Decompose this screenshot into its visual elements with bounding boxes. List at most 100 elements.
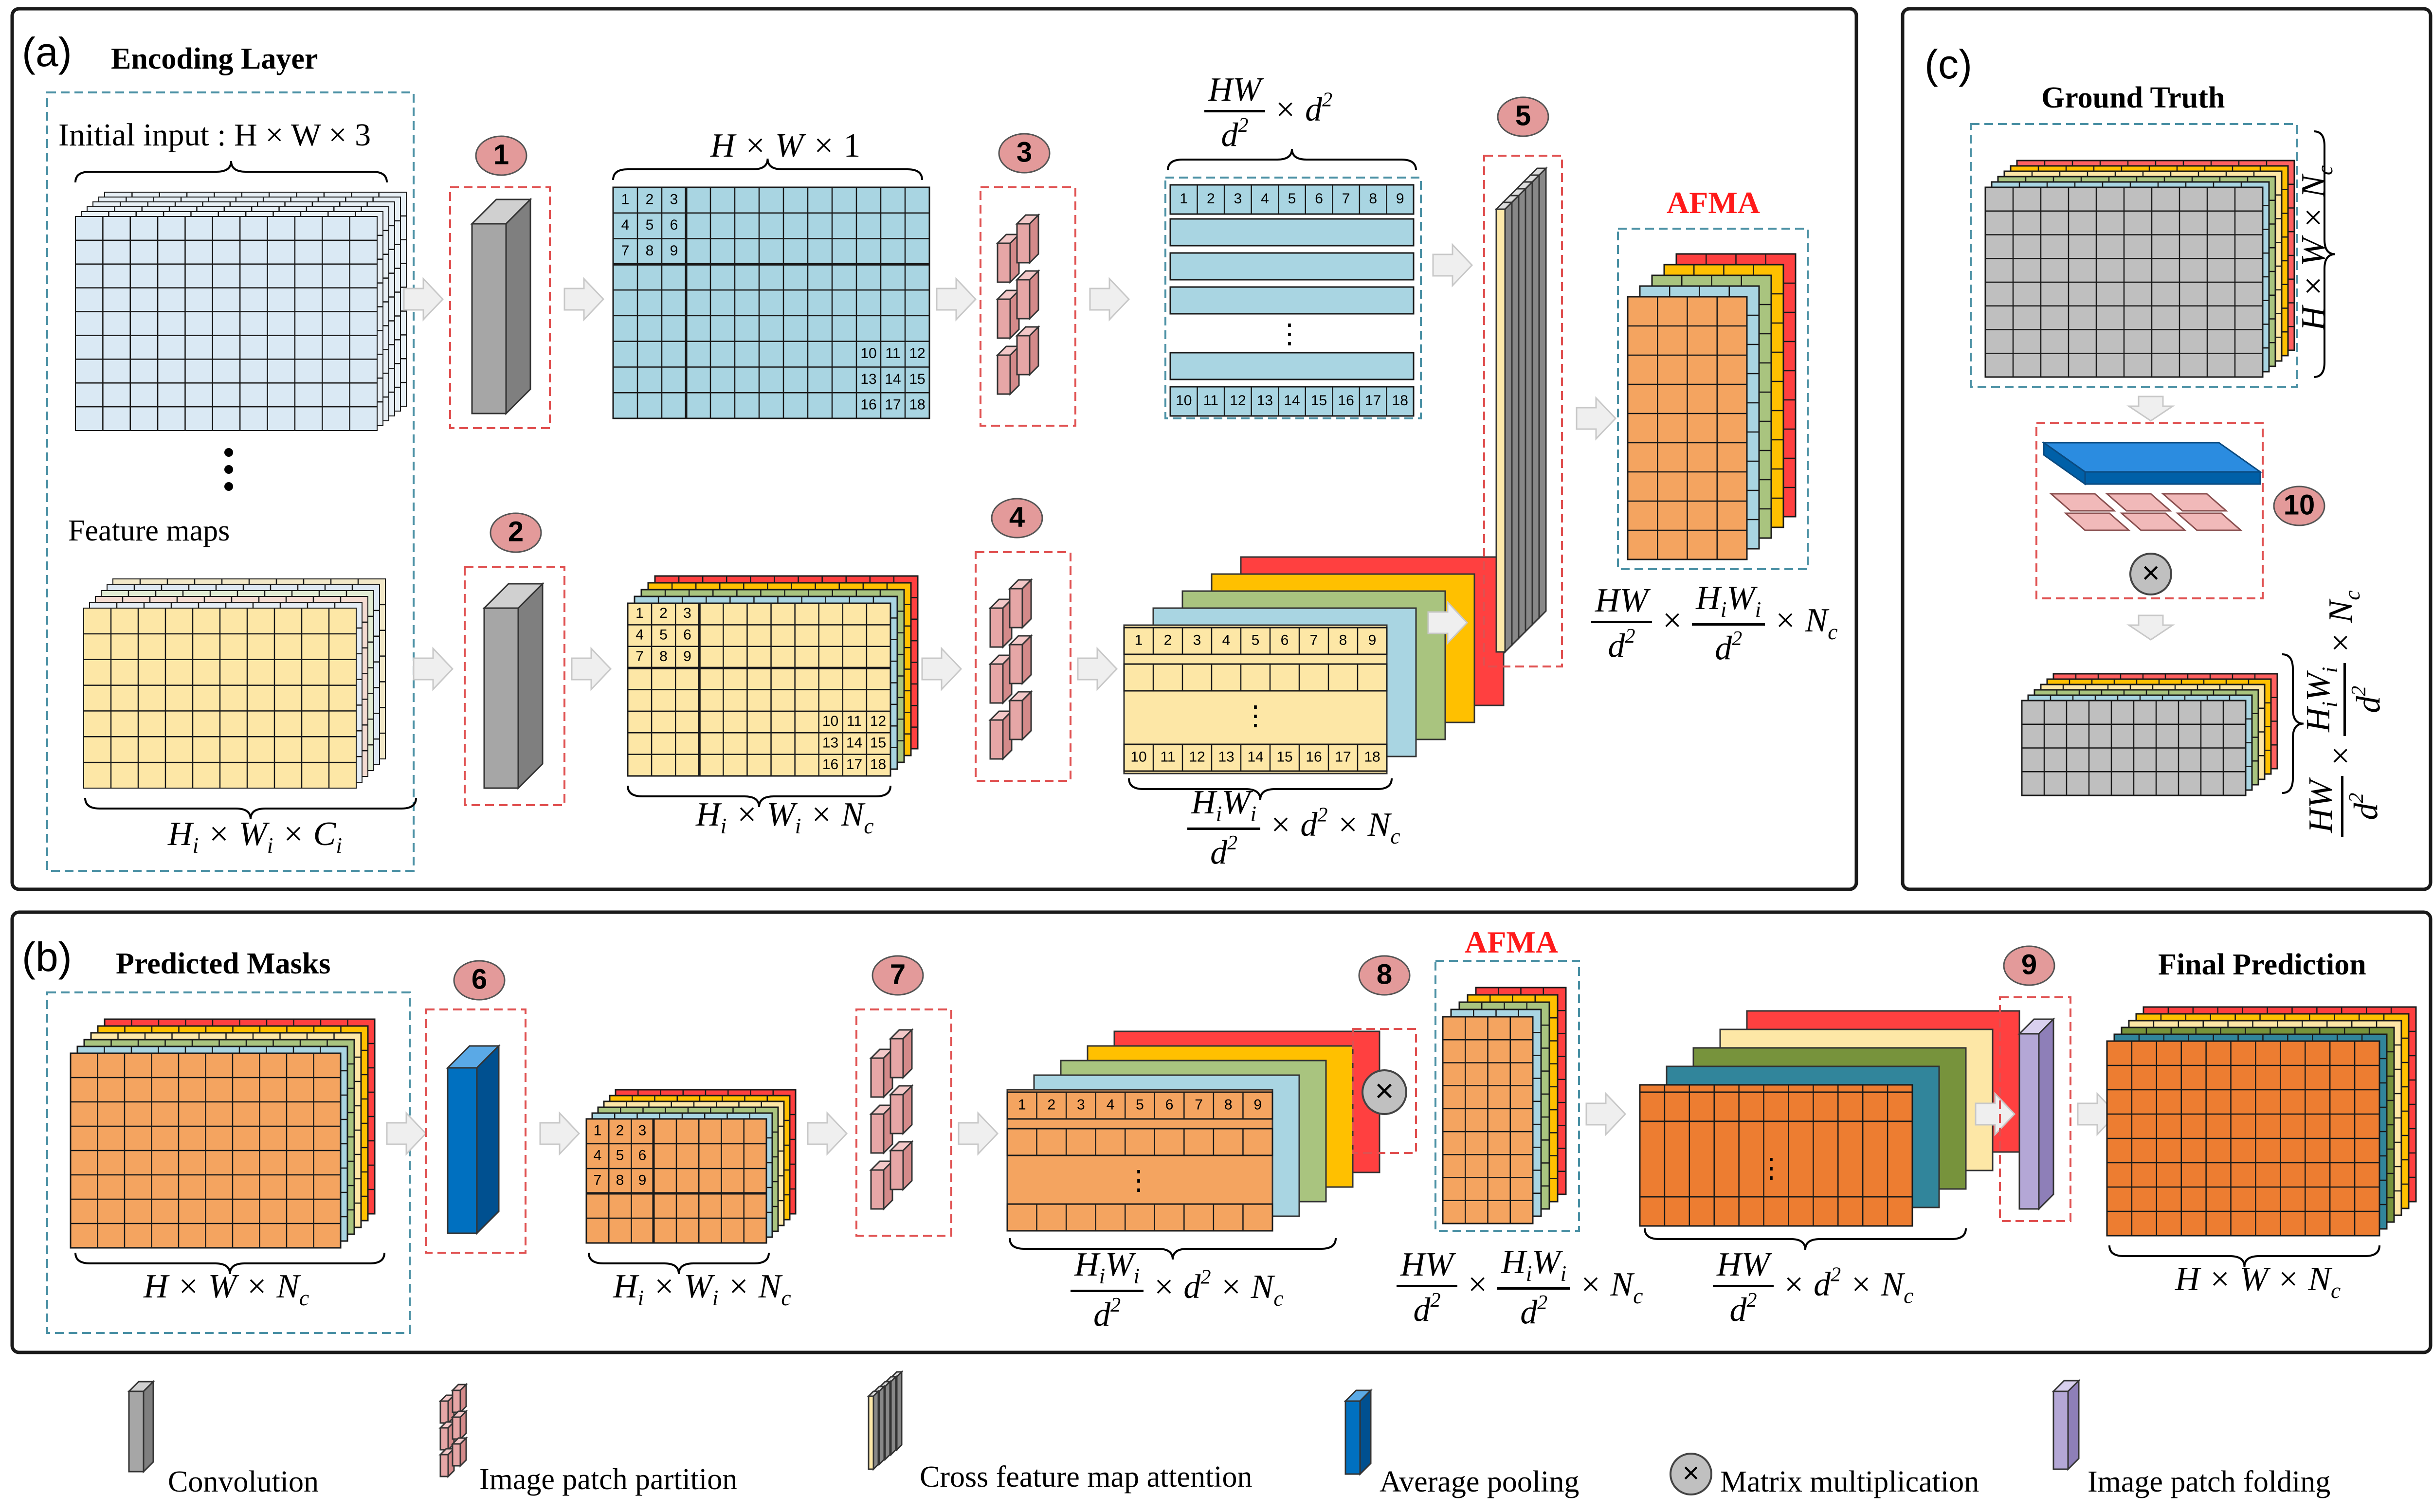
legend-label-convolution: Convolution: [168, 1465, 319, 1498]
step2-box: [464, 566, 565, 806]
vertical-dot-0: [224, 448, 233, 457]
rowblock-last-num-12: 12: [1230, 393, 1246, 409]
input-layer-0: [75, 216, 378, 431]
step-badge-6-text: 6: [472, 963, 487, 995]
brace-hwd2: [1167, 148, 1417, 171]
c-patch-1: [2105, 493, 2172, 512]
math-afma-b: HW d2 × HiWi d2 × Nc: [1397, 1245, 1643, 1330]
rowblock-first-num-3: 3: [1234, 191, 1242, 207]
legend-label-average-pooling: Average pooling: [1380, 1465, 1580, 1498]
patch-col-7-block-0-1: [889, 1028, 914, 1080]
hiwinc-cell-bottom-11: 11: [847, 713, 862, 729]
nc-row-first-num-7: 7: [1310, 632, 1318, 648]
avgpool-front: [2084, 471, 2261, 485]
nc-row-first-num-4: 4: [1222, 632, 1231, 648]
arrow-a-4: [936, 277, 977, 322]
step-badge-1-text: 1: [493, 139, 509, 170]
hw1-cell-top-5: 5: [646, 217, 654, 233]
conv-block-1: [470, 198, 532, 415]
nc-b-row-first-num-4: 4: [1107, 1097, 1115, 1113]
hw1-cell-bottom-12: 12: [909, 345, 925, 361]
arrow-a-1: [403, 277, 444, 322]
patch-col-7-block-1-1: [889, 1084, 914, 1135]
nc-vdots: ⋮: [1242, 701, 1269, 731]
panel-a-title: Encoding Layer: [111, 42, 318, 75]
patch-col-7-block-2-0: [869, 1159, 894, 1211]
fold-row-bottom: [1639, 1196, 1913, 1227]
image-patch-partition-icon-1-1: [451, 1409, 468, 1441]
step-badge-10-text: 10: [2284, 489, 2315, 521]
hiwinc-cell-top-6: 6: [683, 627, 691, 643]
nc-row-first-num-8: 8: [1339, 632, 1347, 648]
hiwinc-cell-top-2: 2: [659, 605, 668, 621]
hiwinc-cell-top-1: 1: [635, 605, 644, 621]
nc-row-last-num-11: 11: [1160, 749, 1175, 765]
image-patch-partition-icon-0-1: [451, 1383, 468, 1414]
math-afma-a: HW d2 × HiWi d2 × Nc: [1591, 581, 1837, 666]
patch-col-3-block-1-1: [1015, 269, 1040, 321]
hw1-cell-top-8: 8: [646, 243, 654, 259]
hiwinc-cell-bottom-13: 13: [822, 735, 838, 751]
step1-box: [449, 186, 551, 429]
hw1-cell-bottom-16: 16: [860, 397, 876, 413]
math-hwnc-final: H × W × Nc: [2175, 1260, 2341, 1303]
c-matmul-circle: [2129, 553, 2172, 595]
nc-row-last-num-17: 17: [1335, 749, 1351, 765]
step7-box: [855, 1008, 952, 1237]
arrow-a-8: [921, 647, 962, 691]
step-badge-3-text: 3: [1017, 136, 1032, 168]
arrow-b-4: [958, 1111, 999, 1156]
nc-b-row-first-num-2: 2: [1047, 1097, 1055, 1113]
pooled-cell-7: 7: [594, 1172, 602, 1188]
arrow-b-3: [807, 1111, 848, 1156]
panel-a-label: (a): [22, 29, 72, 75]
step8-box: [1352, 1028, 1417, 1154]
hw1-cell-top-6: 6: [670, 217, 678, 233]
final-prediction-title: Final Prediction: [2158, 948, 2366, 981]
rowblock-first-num-5: 5: [1288, 191, 1296, 207]
pooled-cell-6: 6: [638, 1147, 647, 1163]
c-patch-5: [2176, 512, 2243, 531]
hiwinc-cell-top-5: 5: [659, 627, 668, 643]
patch-col-7-block-0-0: [869, 1047, 894, 1099]
nc-b-row-first: [1006, 1091, 1273, 1120]
patch-col-3-block-2-1: [1015, 325, 1040, 377]
hw1-cell-top-4: 4: [621, 217, 630, 233]
avgpool-block-6: [446, 1044, 501, 1235]
brace-nc-a: [1128, 778, 1393, 800]
afma-a-stack-layer-0: [1627, 296, 1748, 560]
predicted-masks-dashed-box: [46, 991, 411, 1334]
c-patch-3: [2064, 512, 2131, 531]
average-pooling-icon: [1344, 1388, 1373, 1476]
panel-a-frame: [10, 7, 1858, 891]
hiwinc-cell-bottom-18: 18: [870, 756, 886, 773]
step-badge-5: 5: [1497, 96, 1549, 137]
arrow-a-10: [1427, 600, 1469, 645]
math-hiwici: Hi × Wi × Ci: [168, 815, 343, 858]
hiwinc-cell-top-7: 7: [635, 648, 644, 665]
feature-maps-label: Feature maps: [68, 514, 230, 547]
arrow-a-5: [1089, 277, 1130, 322]
c-patch-2: [2161, 493, 2228, 512]
step-badge-4: 4: [991, 498, 1043, 539]
legend-label-patch-partition: Image patch partition: [479, 1463, 738, 1496]
row-plain-2: [1169, 286, 1415, 315]
patch-col-4-block-0-1: [1008, 578, 1033, 630]
rowblock-first-num-6: 6: [1315, 191, 1323, 207]
math-hiwi-d2-nc-b: HiWi d2 × d2 × Nc: [1071, 1247, 1284, 1332]
arrow-b-2: [539, 1111, 581, 1156]
nc-row-last-num-15: 15: [1276, 749, 1292, 765]
brace-initial-input: [74, 161, 388, 183]
hw1-cell-top-7: 7: [621, 243, 630, 259]
patch-col-4-block-1-1: [1008, 634, 1033, 685]
step-badge-10: 10: [2273, 486, 2325, 526]
nc-b-row-first-num-9: 9: [1253, 1097, 1262, 1113]
pooled-cell-3: 3: [638, 1122, 647, 1138]
arrow-a-9: [1077, 647, 1118, 691]
nc-b-vdots: ⋮: [1126, 1165, 1152, 1195]
rowblock-first-num-8: 8: [1369, 191, 1377, 207]
brace-fold: [1644, 1228, 1967, 1250]
legend-label-patch-folding: Image patch folding: [2088, 1465, 2331, 1498]
afma-b-stack-layer-0: [1442, 1016, 1534, 1224]
